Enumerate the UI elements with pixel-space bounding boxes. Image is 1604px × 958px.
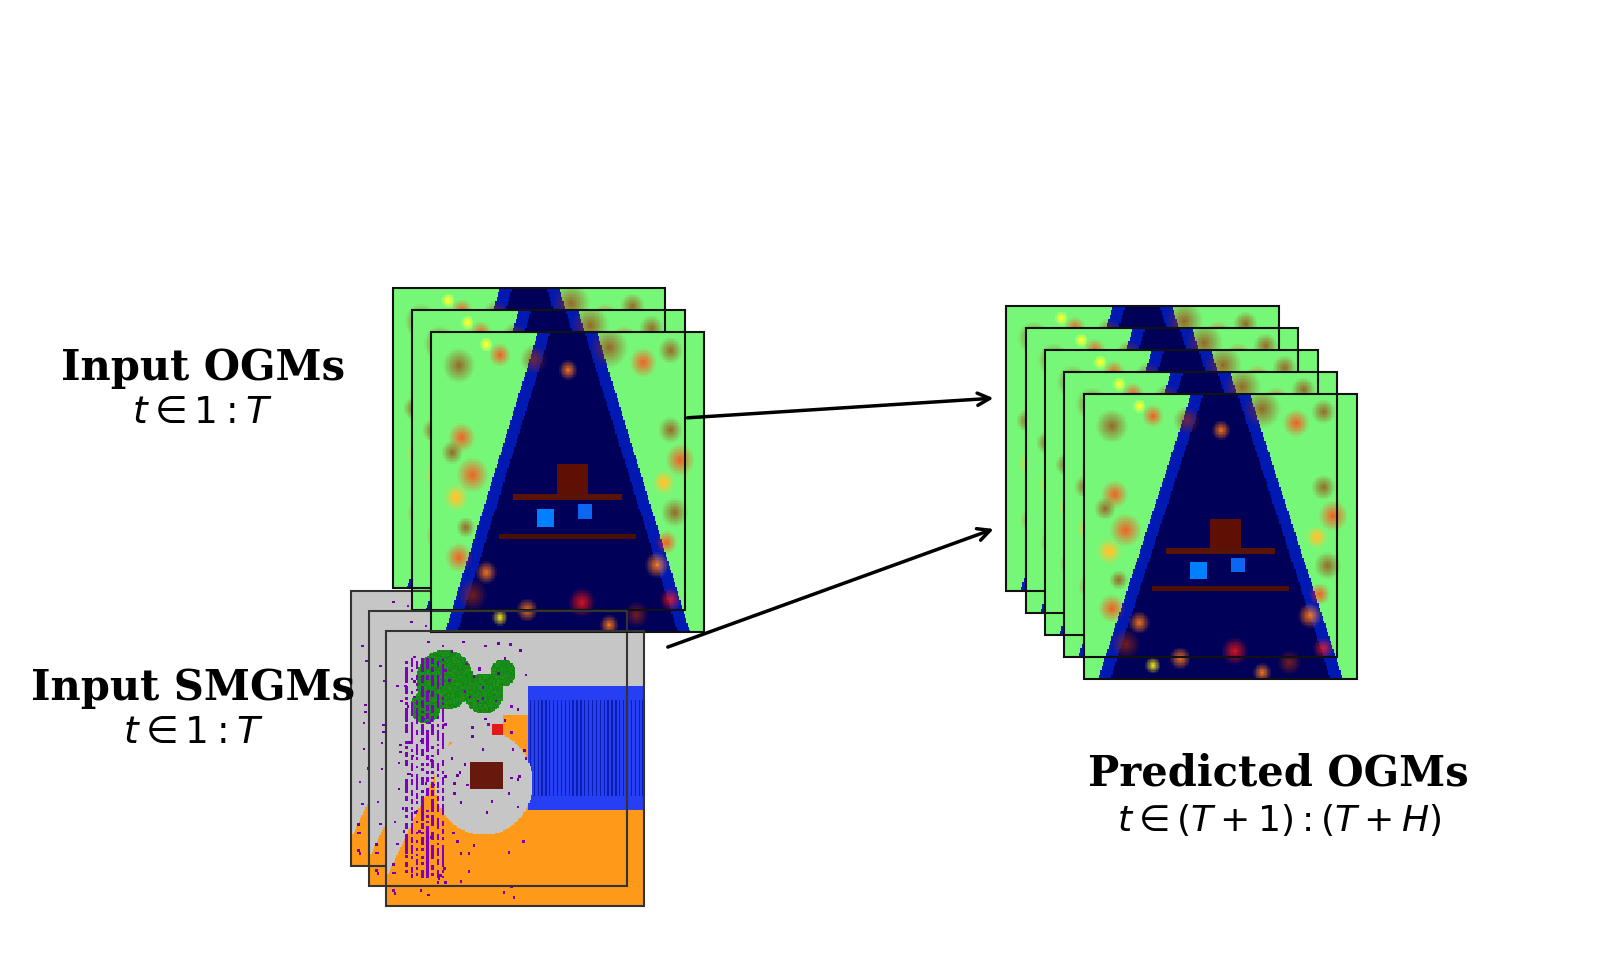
Bar (1025, 328, 1298, 612)
Bar (393, 288, 666, 588)
Bar (1065, 372, 1338, 656)
Bar (1046, 350, 1318, 634)
Text: $t \in 1 : T$: $t \in 1 : T$ (122, 715, 263, 751)
Bar (369, 610, 627, 885)
Bar (351, 590, 610, 865)
Text: Input OGMs: Input OGMs (61, 347, 345, 389)
Bar (387, 630, 645, 905)
Bar (1006, 306, 1278, 590)
Text: Input SMGMs: Input SMGMs (30, 667, 354, 709)
Text: $t \in 1 : T$: $t \in 1 : T$ (133, 395, 273, 431)
Text: $t \in (T+1) : (T+H)$: $t \in (T+1) : (T+H)$ (1116, 802, 1440, 838)
Bar (431, 332, 704, 632)
Bar (412, 310, 685, 610)
Text: Predicted OGMs: Predicted OGMs (1089, 752, 1469, 794)
Bar (1084, 394, 1357, 678)
